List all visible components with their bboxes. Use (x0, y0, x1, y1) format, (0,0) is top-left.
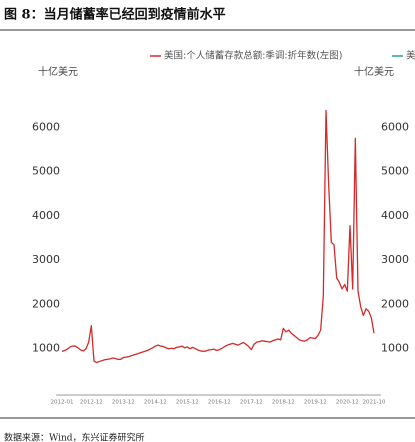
y-tick-label: 5000 (32, 165, 60, 178)
y2-unit: 十亿美元 (354, 65, 394, 78)
y-tick-label: 6000 (32, 120, 60, 133)
x-tick-label: 2013-12 (112, 400, 135, 406)
y2-tick-label: 6000 (381, 120, 409, 133)
x-tick-label: 2014-12 (144, 400, 167, 406)
x-tick-label: 2021-10 (363, 400, 386, 406)
x-tick-label: 2012-01 (51, 400, 74, 406)
y2-tick-label: 1000 (381, 342, 409, 355)
x-tick-label: 2016-12 (208, 400, 231, 406)
x-tick-label: 2020-12 (336, 400, 359, 406)
x-tick-label: 2015-12 (176, 400, 199, 406)
y-tick-label: 4000 (32, 209, 60, 222)
y-tick-label: 1000 (32, 342, 60, 355)
x-tick-label: 2012-12 (80, 400, 103, 406)
x-tick-label: 2019-12 (304, 400, 327, 406)
source: 数据来源：Wind，东兴证券研究所 (4, 432, 145, 442)
series-line (61, 109, 375, 364)
legend-label: 美国:个人储蓄存款总额:季调:折年数(左图) (164, 50, 343, 62)
x-tick-label: 2017-12 (240, 400, 263, 406)
y2-tick-label: 2000 (381, 297, 409, 310)
x-tick-label: 2018-12 (272, 400, 295, 406)
y2-tick-label: 5000 (381, 165, 409, 178)
y-tick-label: 2000 (32, 297, 60, 310)
y2-tick-label: 3000 (381, 253, 409, 266)
legend-label: 美国: (406, 50, 415, 62)
y2-tick-label: 4000 (381, 209, 409, 222)
chart-title: 图 8：当月储蓄率已经回到疫情前水平 (4, 7, 226, 23)
y-tick-label: 3000 (32, 253, 60, 266)
y-unit: 十亿美元 (38, 65, 78, 78)
